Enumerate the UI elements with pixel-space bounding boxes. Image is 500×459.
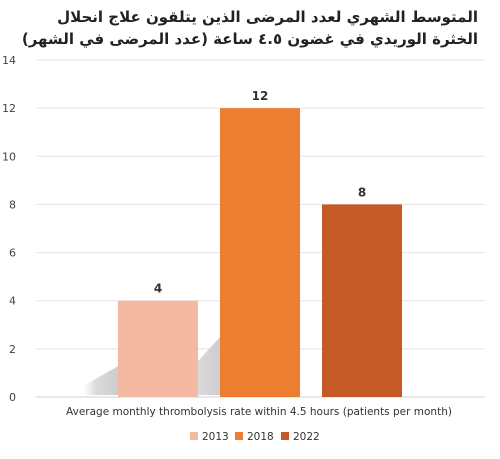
- bar-2013: [118, 300, 198, 397]
- data-label: 8: [358, 185, 366, 199]
- y-tick-label: 0: [9, 391, 16, 404]
- bars: [118, 108, 402, 398]
- data-label: 12: [252, 89, 269, 103]
- y-tick-label: 4: [9, 295, 16, 308]
- y-tick-label: 6: [9, 247, 16, 260]
- legend-swatch-2018: [235, 432, 243, 440]
- legend-swatch-2013: [190, 432, 198, 440]
- legend-label: 2018: [247, 431, 274, 443]
- x-axis-label: Average monthly thrombolysis rate within…: [66, 406, 452, 418]
- chart-title: المتوسط الشهري لعدد المرضى الذين يتلقون …: [22, 8, 478, 49]
- y-tick-label: 2: [9, 343, 16, 356]
- bar-2022: [322, 204, 402, 397]
- legend-swatch-2022: [281, 432, 289, 440]
- legend-label: 2013: [202, 431, 229, 443]
- y-axis-ticks: 0 2 4 6 8 10 12 14: [2, 54, 16, 404]
- y-tick-label: 14: [2, 54, 16, 67]
- x-axis: Average monthly thrombolysis rate within…: [66, 406, 452, 418]
- legend-label: 2022: [293, 431, 320, 443]
- data-label: 4: [154, 282, 162, 296]
- data-labels: 4 12 8: [154, 89, 366, 296]
- bar-shadow: [84, 366, 118, 395]
- legend: 2013 2018 2022: [190, 431, 320, 443]
- chart-title-line-2: الخثرة الوريدي في غضون ٤.٥ ساعة (عدد الم…: [22, 30, 478, 49]
- y-tick-label: 12: [2, 102, 16, 115]
- y-tick-label: 10: [2, 150, 16, 163]
- bar-2018: [220, 108, 300, 398]
- y-tick-label: 8: [9, 198, 16, 211]
- chart-title-line-1: المتوسط الشهري لعدد المرضى الذين يتلقون …: [57, 8, 478, 27]
